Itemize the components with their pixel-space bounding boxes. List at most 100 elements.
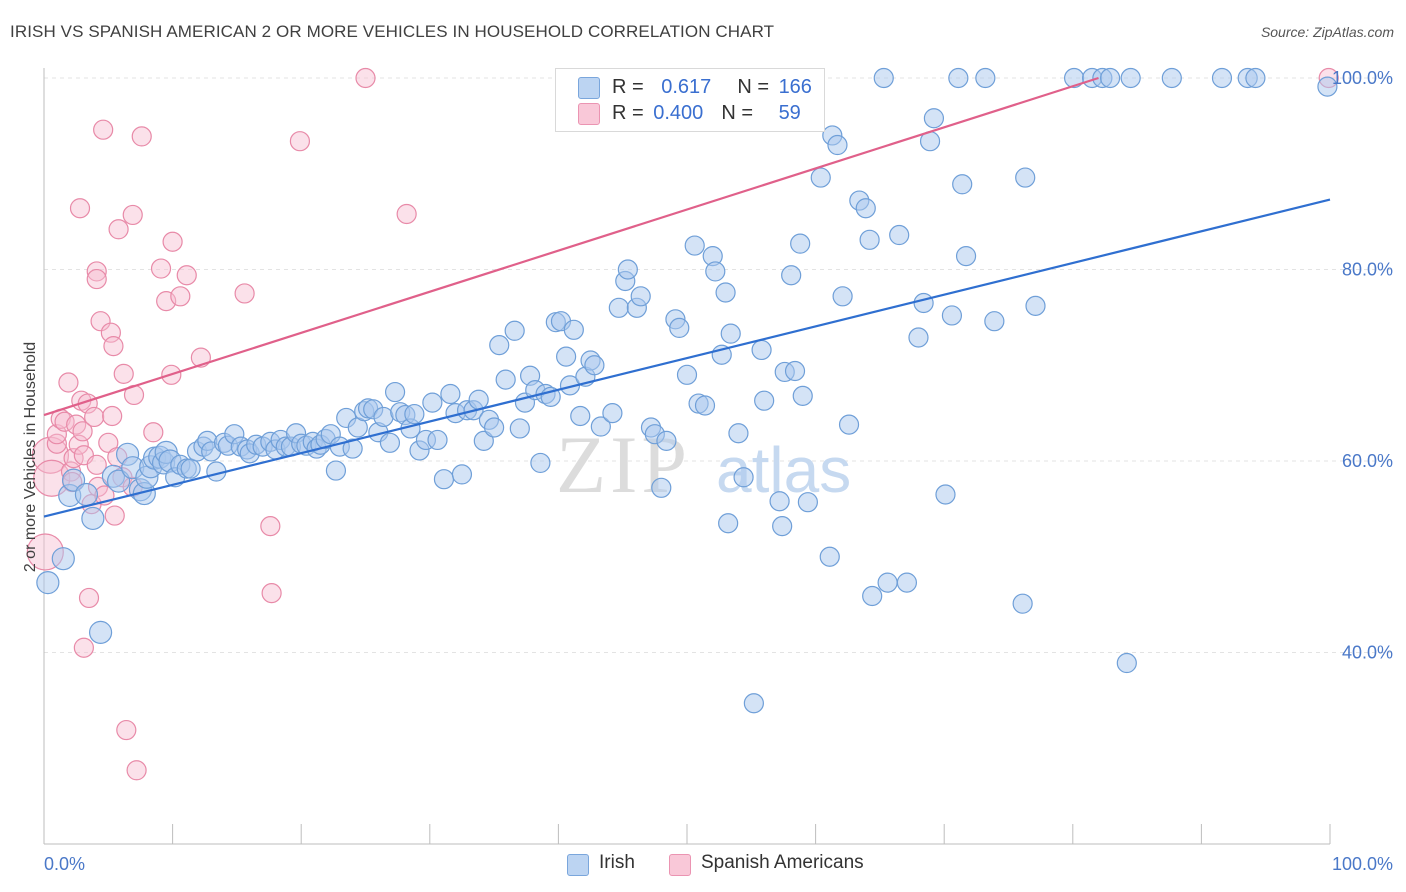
irish-point	[855, 198, 876, 219]
irish-point	[743, 693, 764, 714]
y-axis-title: 2 or more Vehicles in Household	[22, 342, 39, 572]
irish-point	[51, 547, 75, 571]
bottom-spanish-swatch	[669, 854, 691, 876]
irish-point	[617, 259, 638, 280]
irish-point	[781, 265, 802, 286]
irish-r-value: 0.617	[661, 76, 712, 98]
spanish-r-value: 0.400	[653, 102, 704, 124]
spanish-r-label: R =	[612, 102, 650, 124]
irish-point	[751, 339, 772, 361]
irish-point	[1116, 652, 1137, 674]
spanish-point	[93, 119, 114, 140]
irish-point	[630, 286, 651, 307]
spanish-point	[72, 421, 93, 442]
spanish-swatch	[578, 103, 600, 125]
irish-point	[705, 261, 726, 282]
irish-point	[790, 233, 811, 254]
spanish-point	[162, 231, 183, 252]
irish-point	[1161, 67, 1182, 89]
y-tick-label-100: 100.0%	[1332, 68, 1393, 88]
correlation-legend: R = 0.617 N = 166 R = 0.400 N = 59	[555, 68, 825, 132]
x-tick-label-max: 100.0%	[1332, 854, 1393, 874]
axes	[43, 68, 1331, 845]
irish-point	[509, 418, 530, 439]
spanish-point	[103, 336, 124, 357]
irish-point	[563, 319, 584, 340]
irish-r-label: R =	[612, 76, 650, 98]
irish-point	[530, 452, 551, 474]
spanish-point	[108, 219, 129, 240]
irish-point	[877, 572, 898, 593]
irish-point	[1211, 67, 1233, 89]
irish-point	[489, 335, 510, 356]
spanish-point	[355, 67, 376, 89]
irish-point	[342, 438, 363, 459]
irish-point	[656, 430, 677, 451]
irish-point	[1120, 67, 1141, 89]
irish-point	[81, 506, 105, 531]
spanish-trend-line	[43, 76, 1099, 417]
irish-point	[728, 423, 749, 444]
spanish-point	[54, 411, 75, 432]
spanish-point	[58, 372, 79, 393]
irish-point	[433, 469, 455, 490]
irish-point	[180, 458, 201, 479]
bottom-irish-label: Irish	[599, 852, 635, 873]
irish-point	[935, 484, 956, 505]
irish-point	[838, 414, 860, 435]
spanish-point	[68, 434, 89, 455]
y-tick-label-40: 40.0%	[1342, 643, 1393, 663]
spanish-point	[73, 637, 94, 658]
grid-lines	[44, 77, 1392, 653]
y-tick-label-80: 80.0%	[1342, 260, 1393, 280]
bottom-irish-swatch	[567, 854, 589, 876]
irish-point	[1099, 67, 1121, 89]
spanish-point	[69, 198, 91, 219]
irish-point	[859, 229, 880, 250]
irish-point	[404, 403, 425, 425]
irish-point	[590, 416, 611, 437]
spanish-n-value: 59	[778, 102, 801, 124]
irish-point	[694, 395, 716, 416]
spanish-point	[126, 760, 147, 781]
spanish-n-label: N =	[721, 102, 759, 124]
spanish-americans-series	[26, 67, 1339, 781]
irish-point	[602, 403, 623, 424]
irish-point	[784, 360, 806, 382]
irish-point	[827, 134, 848, 156]
tick-labels: 40.0% 60.0% 80.0% 100.0% 0.0% 100.0%	[44, 68, 1393, 874]
spanish-point	[234, 283, 255, 304]
irish-point	[651, 477, 672, 498]
irish-point	[684, 235, 705, 256]
irish-n-value: 166	[778, 76, 812, 98]
x-tick-label-min: 0.0%	[44, 854, 85, 874]
irish-n-label: N =	[737, 76, 775, 98]
bottom-spanish-label: Spanish Americans	[701, 852, 864, 873]
irish-point	[718, 513, 739, 534]
irish-swatch	[578, 77, 600, 99]
spanish-point	[78, 587, 100, 609]
irish-point	[384, 381, 406, 403]
spanish-point	[396, 203, 417, 225]
irish-point	[952, 174, 973, 195]
irish-point	[484, 417, 505, 438]
spanish-point	[170, 286, 191, 307]
irish-point	[106, 469, 131, 493]
spanish-point	[131, 126, 152, 147]
irish-point	[669, 317, 690, 339]
irish-point	[504, 320, 525, 341]
spanish-point	[86, 454, 107, 475]
irish-point	[88, 620, 113, 644]
irish-point	[797, 492, 818, 513]
irish-point	[440, 383, 461, 405]
spanish-point	[289, 131, 311, 152]
irish-point	[772, 516, 793, 537]
irish-point	[676, 364, 698, 385]
irish-point	[1015, 167, 1036, 188]
irish-point	[1025, 295, 1046, 316]
y-tick-label-60: 60.0%	[1342, 451, 1393, 471]
irish-point	[74, 482, 99, 507]
irish-point	[873, 67, 894, 89]
irish-point	[810, 167, 831, 188]
